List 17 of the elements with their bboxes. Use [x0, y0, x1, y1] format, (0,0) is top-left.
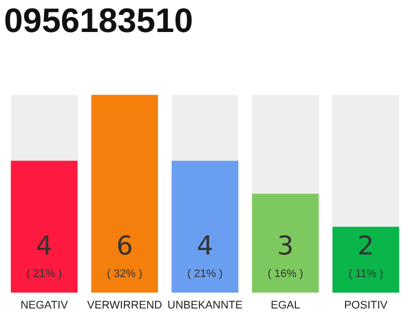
data-label: 3 — [277, 232, 294, 262]
x-tick-label: NEGATIV — [20, 299, 69, 312]
data-label: 2 — [358, 232, 374, 262]
annotation: ( 21% ) — [26, 268, 62, 280]
annotation: ( 32% ) — [106, 268, 142, 280]
x-tick-label: EGAL — [270, 299, 300, 312]
data-label: 6 — [116, 232, 133, 262]
x-tick-label: POSITIV — [344, 299, 388, 312]
annotation: ( 16% ) — [268, 268, 304, 280]
data-label: 4 — [196, 232, 214, 262]
chart-title: 0956183510 — [4, 2, 194, 40]
x-tick-label: VERWIRREND — [87, 299, 162, 312]
data-label: 4 — [36, 232, 52, 262]
annotation: ( 11% ) — [348, 268, 384, 280]
annotation: ( 21% ) — [187, 268, 223, 280]
x-tick-label: UNBEKANNTE — [167, 299, 243, 312]
bar — [91, 94, 158, 293]
